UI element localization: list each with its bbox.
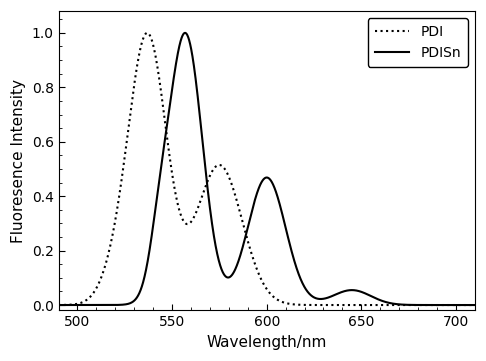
PDISn <box>182 31 188 35</box>
PDI <box>144 31 150 35</box>
PDI <box>258 277 264 282</box>
Y-axis label: Fluoresence Intensity: Fluoresence Intensity <box>11 79 26 243</box>
PDISn <box>258 180 264 185</box>
PDI <box>460 303 466 307</box>
PDISn <box>77 303 83 307</box>
PDISn <box>247 216 253 220</box>
PDI <box>383 303 389 307</box>
PDI <box>247 247 253 251</box>
PDISn <box>472 303 478 307</box>
PDISn <box>383 300 389 304</box>
PDI <box>55 303 61 307</box>
Line: PDI: PDI <box>58 33 475 305</box>
Line: PDISn: PDISn <box>58 33 475 305</box>
PDISn <box>460 303 466 307</box>
PDISn <box>460 303 466 307</box>
X-axis label: Wavelength/nm: Wavelength/nm <box>207 335 327 350</box>
PDI <box>77 301 83 305</box>
PDI <box>460 303 466 307</box>
PDI <box>472 303 478 307</box>
Legend: PDI, PDISn: PDI, PDISn <box>367 18 468 67</box>
PDISn <box>55 303 61 307</box>
